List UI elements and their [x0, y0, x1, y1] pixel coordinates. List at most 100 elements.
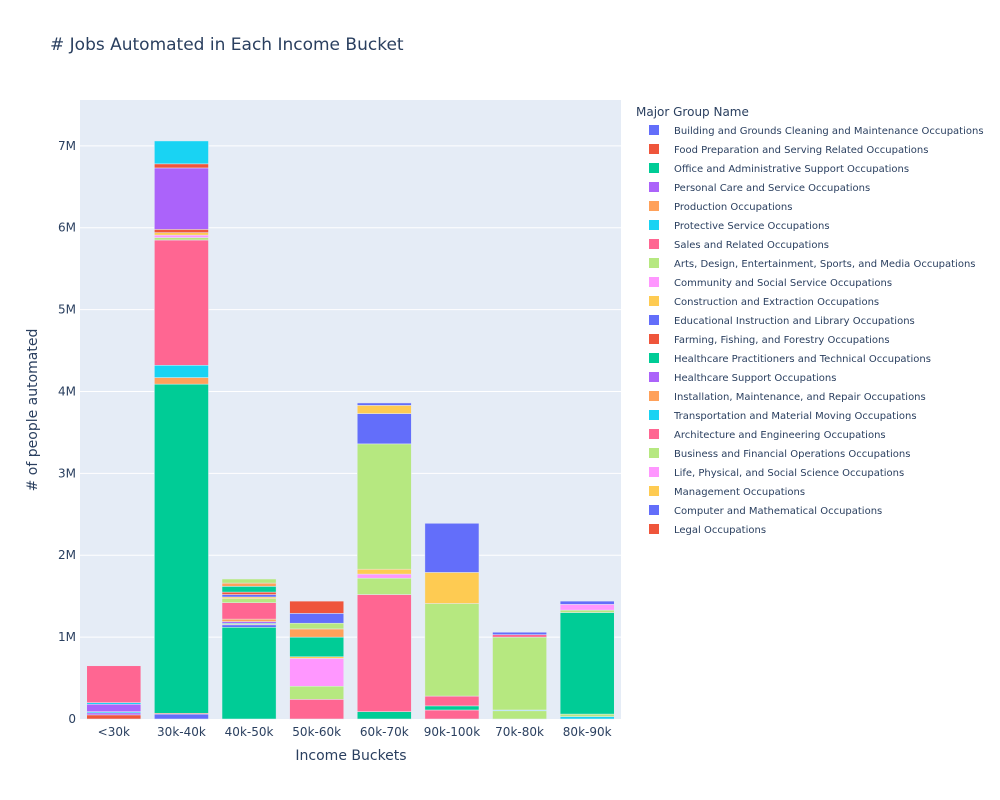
legend-item[interactable]: Farming, Fishing, and Forestry Occupatio…	[649, 334, 890, 346]
bar-segment	[154, 232, 209, 236]
y-axis-title: # of people automated	[25, 329, 41, 492]
legend-swatch	[649, 296, 659, 306]
bar-segment	[492, 636, 547, 711]
y-tick-labels: 0 1M 2M 3M 4M 5M 6M 7M	[58, 139, 76, 726]
legend-item[interactable]: Installation, Maintenance, and Repair Oc…	[649, 391, 926, 403]
bar-segment	[424, 523, 480, 573]
bar-segment	[559, 604, 615, 611]
legend-swatch	[649, 125, 659, 135]
legend-label: Community and Social Service Occupations	[674, 278, 892, 289]
x-tick-label: <30k	[98, 725, 130, 739]
legend-item[interactable]: Transportation and Material Moving Occup…	[649, 410, 917, 422]
legend-item[interactable]: Architecture and Engineering Occupations	[649, 429, 886, 441]
bar-segment	[424, 572, 480, 604]
legend-label: Arts, Design, Entertainment, Sports, and…	[674, 259, 976, 270]
legend-item[interactable]: Educational Instruction and Library Occu…	[649, 315, 915, 327]
bar-segment	[289, 685, 344, 700]
bar-segment	[86, 712, 142, 716]
legend-label: Healthcare Support Occupations	[674, 373, 836, 384]
legend-item[interactable]: Healthcare Support Occupations	[649, 372, 836, 384]
legend-item[interactable]: Sales and Related Occupations	[649, 239, 829, 251]
legend-swatch	[649, 524, 659, 534]
bar-segment	[289, 622, 344, 630]
bar-segment	[559, 612, 615, 715]
legend-label: Construction and Extraction Occupations	[674, 297, 879, 308]
x-tick-label: 50k-60k	[292, 725, 341, 739]
legend-item[interactable]: Production Occupations	[649, 201, 792, 213]
bar-segment	[221, 582, 277, 587]
bar-segment	[289, 658, 344, 687]
legend-item[interactable]: Management Occupations	[649, 486, 805, 498]
bar-segment	[154, 237, 209, 241]
bar-segment	[289, 699, 344, 720]
y-tick-label: 0	[68, 712, 76, 726]
bar-segment	[559, 716, 615, 720]
bar-segment	[221, 586, 277, 593]
legend-item[interactable]: Personal Care and Service Occupations	[649, 182, 870, 194]
bar-segment	[289, 628, 344, 638]
legend-label: Computer and Mathematical Occupations	[674, 506, 882, 517]
bar-segment	[221, 578, 277, 584]
legend-swatch	[649, 334, 659, 344]
legend-item[interactable]: Building and Grounds Cleaning and Mainte…	[649, 125, 984, 137]
bar-segment	[154, 377, 209, 385]
bar-segment	[154, 229, 209, 233]
legend-item[interactable]: Protective Service Occupations	[649, 220, 830, 232]
x-tick-label: 40k-50k	[225, 725, 274, 739]
legend-item[interactable]: Office and Administrative Support Occupa…	[649, 163, 909, 175]
legend-item[interactable]: Computer and Mathematical Occupations	[649, 505, 882, 517]
bar-segment	[221, 627, 277, 720]
bar-segment	[154, 383, 209, 714]
legend-item[interactable]: Arts, Design, Entertainment, Sports, and…	[649, 258, 976, 270]
bar-segment	[154, 365, 209, 378]
legend-label: Transportation and Material Moving Occup…	[673, 411, 917, 422]
y-tick-label: 1M	[58, 630, 76, 644]
x-tick-label: 80k-90k	[563, 725, 612, 739]
bar-segment	[559, 609, 615, 613]
legend-swatch	[649, 239, 659, 249]
bar-segment	[154, 167, 209, 230]
legend-swatch	[649, 315, 659, 325]
y-tick-label: 6M	[58, 221, 76, 235]
legend-swatch	[649, 353, 659, 363]
legend-item[interactable]: Legal Occupations	[649, 524, 766, 536]
legend-label: Protective Service Occupations	[674, 221, 830, 232]
legend-label: Office and Administrative Support Occupa…	[674, 164, 909, 175]
bar-segment	[492, 710, 547, 720]
bar-segment	[357, 573, 412, 579]
legend-label: Farming, Fishing, and Forestry Occupatio…	[674, 335, 890, 346]
bar-segment	[221, 618, 277, 622]
legend-label: Production Occupations	[674, 202, 792, 213]
bar-segment	[357, 711, 412, 720]
legend-item[interactable]: Life, Physical, and Social Science Occup…	[649, 467, 904, 479]
x-tick-label: 30k-40k	[157, 725, 206, 739]
bar-segment	[357, 402, 412, 406]
bar-segment	[357, 413, 412, 445]
legend-swatch	[649, 277, 659, 287]
x-axis-title: Income Buckets	[295, 748, 406, 764]
bar-segment	[221, 598, 277, 603]
bar-segment	[154, 140, 209, 165]
bar-segment	[492, 631, 547, 635]
legend: Major Group Name Building and Grounds Cl…	[636, 105, 984, 536]
legend-item[interactable]: Construction and Extraction Occupations	[649, 296, 879, 308]
legend-swatch	[649, 448, 659, 458]
legend-item[interactable]: Food Preparation and Serving Related Occ…	[649, 144, 928, 156]
legend-item[interactable]: Community and Social Service Occupations	[649, 277, 892, 289]
legend-label: Healthcare Practitioners and Technical O…	[674, 354, 931, 365]
y-tick-label: 4M	[58, 384, 76, 398]
legend-item[interactable]: Healthcare Practitioners and Technical O…	[649, 353, 931, 365]
bar-segment	[86, 665, 142, 703]
bar-segment	[357, 405, 412, 414]
bar-segment	[221, 602, 277, 620]
bar-segment	[154, 239, 209, 366]
x-tick-labels: <30k 30k-40k 40k-50k 50k-60k 60k-70k 90k-100k…	[98, 725, 612, 739]
legend-item[interactable]: Business and Financial Operations Occupa…	[649, 448, 910, 460]
legend-swatch	[649, 258, 659, 268]
bar-segment	[221, 594, 277, 598]
bar-segment	[357, 443, 412, 570]
x-tick-label: 60k-70k	[360, 725, 409, 739]
legend-swatch	[649, 505, 659, 515]
